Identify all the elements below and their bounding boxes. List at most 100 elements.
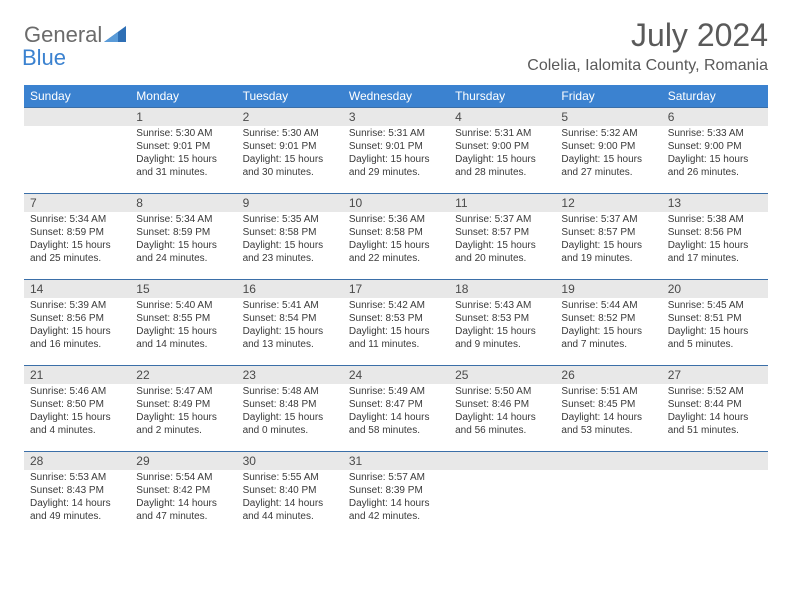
day-content: Sunrise: 5:39 AMSunset: 8:56 PMDaylight:…	[24, 298, 130, 355]
daylight-line: Daylight: 15 hours and 24 minutes.	[136, 239, 230, 265]
calendar-cell-inner: 26Sunrise: 5:51 AMSunset: 8:45 PMDayligh…	[555, 365, 661, 441]
day-content: Sunrise: 5:31 AMSunset: 9:01 PMDaylight:…	[343, 126, 449, 183]
calendar-cell: 14Sunrise: 5:39 AMSunset: 8:56 PMDayligh…	[24, 279, 130, 365]
day-number: 2	[237, 107, 343, 126]
day-content	[555, 470, 661, 475]
title-block: July 2024 Colelia, Ialomita County, Roma…	[527, 18, 768, 75]
daylight-line: Daylight: 14 hours and 58 minutes.	[349, 411, 443, 437]
day-number: 27	[662, 365, 768, 384]
daylight-line: Daylight: 14 hours and 53 minutes.	[561, 411, 655, 437]
calendar-cell-inner	[662, 451, 768, 475]
sunrise-line: Sunrise: 5:43 AM	[455, 299, 549, 312]
daylight-line: Daylight: 15 hours and 25 minutes.	[30, 239, 124, 265]
sunrise-line: Sunrise: 5:55 AM	[243, 471, 337, 484]
day-content: Sunrise: 5:49 AMSunset: 8:47 PMDaylight:…	[343, 384, 449, 441]
calendar-cell-inner: 5Sunrise: 5:32 AMSunset: 9:00 PMDaylight…	[555, 107, 661, 183]
calendar-cell-inner: 23Sunrise: 5:48 AMSunset: 8:48 PMDayligh…	[237, 365, 343, 441]
weekday-header: Wednesday	[343, 85, 449, 107]
daylight-line: Daylight: 15 hours and 26 minutes.	[668, 153, 762, 179]
weekday-header: Saturday	[662, 85, 768, 107]
calendar-cell-inner: 13Sunrise: 5:38 AMSunset: 8:56 PMDayligh…	[662, 193, 768, 269]
calendar-cell-inner: 31Sunrise: 5:57 AMSunset: 8:39 PMDayligh…	[343, 451, 449, 527]
calendar-cell: 20Sunrise: 5:45 AMSunset: 8:51 PMDayligh…	[662, 279, 768, 365]
sunrise-line: Sunrise: 5:31 AM	[455, 127, 549, 140]
calendar-cell-inner: 21Sunrise: 5:46 AMSunset: 8:50 PMDayligh…	[24, 365, 130, 441]
sunset-line: Sunset: 8:39 PM	[349, 484, 443, 497]
sunset-line: Sunset: 8:57 PM	[455, 226, 549, 239]
day-content: Sunrise: 5:33 AMSunset: 9:00 PMDaylight:…	[662, 126, 768, 183]
sunset-line: Sunset: 8:44 PM	[668, 398, 762, 411]
calendar-cell: 26Sunrise: 5:51 AMSunset: 8:45 PMDayligh…	[555, 365, 661, 451]
day-number: 7	[24, 193, 130, 212]
calendar-cell-inner: 10Sunrise: 5:36 AMSunset: 8:58 PMDayligh…	[343, 193, 449, 269]
day-content: Sunrise: 5:38 AMSunset: 8:56 PMDaylight:…	[662, 212, 768, 269]
sunset-line: Sunset: 8:50 PM	[30, 398, 124, 411]
daylight-line: Daylight: 14 hours and 44 minutes.	[243, 497, 337, 523]
sunset-line: Sunset: 8:40 PM	[243, 484, 337, 497]
calendar-cell-inner: 1Sunrise: 5:30 AMSunset: 9:01 PMDaylight…	[130, 107, 236, 183]
sunrise-line: Sunrise: 5:33 AM	[668, 127, 762, 140]
sunset-line: Sunset: 8:59 PM	[30, 226, 124, 239]
calendar-page: General Blue July 2024 Colelia, Ialomita…	[0, 0, 792, 537]
day-content: Sunrise: 5:53 AMSunset: 8:43 PMDaylight:…	[24, 470, 130, 527]
daylight-line: Daylight: 15 hours and 29 minutes.	[349, 153, 443, 179]
daylight-line: Daylight: 15 hours and 17 minutes.	[668, 239, 762, 265]
calendar-cell-inner: 11Sunrise: 5:37 AMSunset: 8:57 PMDayligh…	[449, 193, 555, 269]
sunset-line: Sunset: 8:57 PM	[561, 226, 655, 239]
day-content: Sunrise: 5:30 AMSunset: 9:01 PMDaylight:…	[237, 126, 343, 183]
calendar-week-row: 14Sunrise: 5:39 AMSunset: 8:56 PMDayligh…	[24, 279, 768, 365]
day-number-empty	[662, 451, 768, 470]
calendar-cell: 7Sunrise: 5:34 AMSunset: 8:59 PMDaylight…	[24, 193, 130, 279]
day-number: 20	[662, 279, 768, 298]
day-content: Sunrise: 5:43 AMSunset: 8:53 PMDaylight:…	[449, 298, 555, 355]
day-number: 3	[343, 107, 449, 126]
day-number: 8	[130, 193, 236, 212]
sunset-line: Sunset: 8:59 PM	[136, 226, 230, 239]
calendar-cell: 3Sunrise: 5:31 AMSunset: 9:01 PMDaylight…	[343, 107, 449, 193]
sunset-line: Sunset: 8:58 PM	[349, 226, 443, 239]
calendar-cell: 4Sunrise: 5:31 AMSunset: 9:00 PMDaylight…	[449, 107, 555, 193]
daylight-line: Daylight: 15 hours and 22 minutes.	[349, 239, 443, 265]
daylight-line: Daylight: 15 hours and 0 minutes.	[243, 411, 337, 437]
sunset-line: Sunset: 8:42 PM	[136, 484, 230, 497]
calendar-cell: 9Sunrise: 5:35 AMSunset: 8:58 PMDaylight…	[237, 193, 343, 279]
day-content: Sunrise: 5:34 AMSunset: 8:59 PMDaylight:…	[24, 212, 130, 269]
sunset-line: Sunset: 9:00 PM	[455, 140, 549, 153]
day-content: Sunrise: 5:57 AMSunset: 8:39 PMDaylight:…	[343, 470, 449, 527]
day-number: 21	[24, 365, 130, 384]
sunrise-line: Sunrise: 5:37 AM	[561, 213, 655, 226]
calendar-cell-inner: 27Sunrise: 5:52 AMSunset: 8:44 PMDayligh…	[662, 365, 768, 441]
calendar-cell: 1Sunrise: 5:30 AMSunset: 9:01 PMDaylight…	[130, 107, 236, 193]
daylight-line: Daylight: 15 hours and 31 minutes.	[136, 153, 230, 179]
daylight-line: Daylight: 15 hours and 20 minutes.	[455, 239, 549, 265]
day-content	[449, 470, 555, 475]
daylight-line: Daylight: 15 hours and 14 minutes.	[136, 325, 230, 351]
sunrise-line: Sunrise: 5:50 AM	[455, 385, 549, 398]
day-number: 31	[343, 451, 449, 470]
calendar-cell: 2Sunrise: 5:30 AMSunset: 9:01 PMDaylight…	[237, 107, 343, 193]
day-content: Sunrise: 5:45 AMSunset: 8:51 PMDaylight:…	[662, 298, 768, 355]
sunset-line: Sunset: 9:00 PM	[668, 140, 762, 153]
location-subtitle: Colelia, Ialomita County, Romania	[527, 57, 768, 75]
calendar-cell: 8Sunrise: 5:34 AMSunset: 8:59 PMDaylight…	[130, 193, 236, 279]
calendar-cell-inner: 2Sunrise: 5:30 AMSunset: 9:01 PMDaylight…	[237, 107, 343, 183]
logo: General Blue	[24, 18, 126, 70]
calendar-week-row: 7Sunrise: 5:34 AMSunset: 8:59 PMDaylight…	[24, 193, 768, 279]
calendar-cell: 16Sunrise: 5:41 AMSunset: 8:54 PMDayligh…	[237, 279, 343, 365]
day-content: Sunrise: 5:40 AMSunset: 8:55 PMDaylight:…	[130, 298, 236, 355]
sunrise-line: Sunrise: 5:51 AM	[561, 385, 655, 398]
day-content: Sunrise: 5:54 AMSunset: 8:42 PMDaylight:…	[130, 470, 236, 527]
sunset-line: Sunset: 8:45 PM	[561, 398, 655, 411]
calendar-cell-inner: 25Sunrise: 5:50 AMSunset: 8:46 PMDayligh…	[449, 365, 555, 441]
calendar-cell: 23Sunrise: 5:48 AMSunset: 8:48 PMDayligh…	[237, 365, 343, 451]
sunset-line: Sunset: 8:56 PM	[30, 312, 124, 325]
calendar-cell-inner: 17Sunrise: 5:42 AMSunset: 8:53 PMDayligh…	[343, 279, 449, 355]
day-content: Sunrise: 5:31 AMSunset: 9:00 PMDaylight:…	[449, 126, 555, 183]
sunrise-line: Sunrise: 5:31 AM	[349, 127, 443, 140]
day-number: 1	[130, 107, 236, 126]
weekday-header: Thursday	[449, 85, 555, 107]
daylight-line: Daylight: 14 hours and 56 minutes.	[455, 411, 549, 437]
page-title: July 2024	[527, 18, 768, 53]
logo-word-1: General	[24, 22, 102, 47]
logo-text-wrap: General Blue	[24, 24, 126, 70]
